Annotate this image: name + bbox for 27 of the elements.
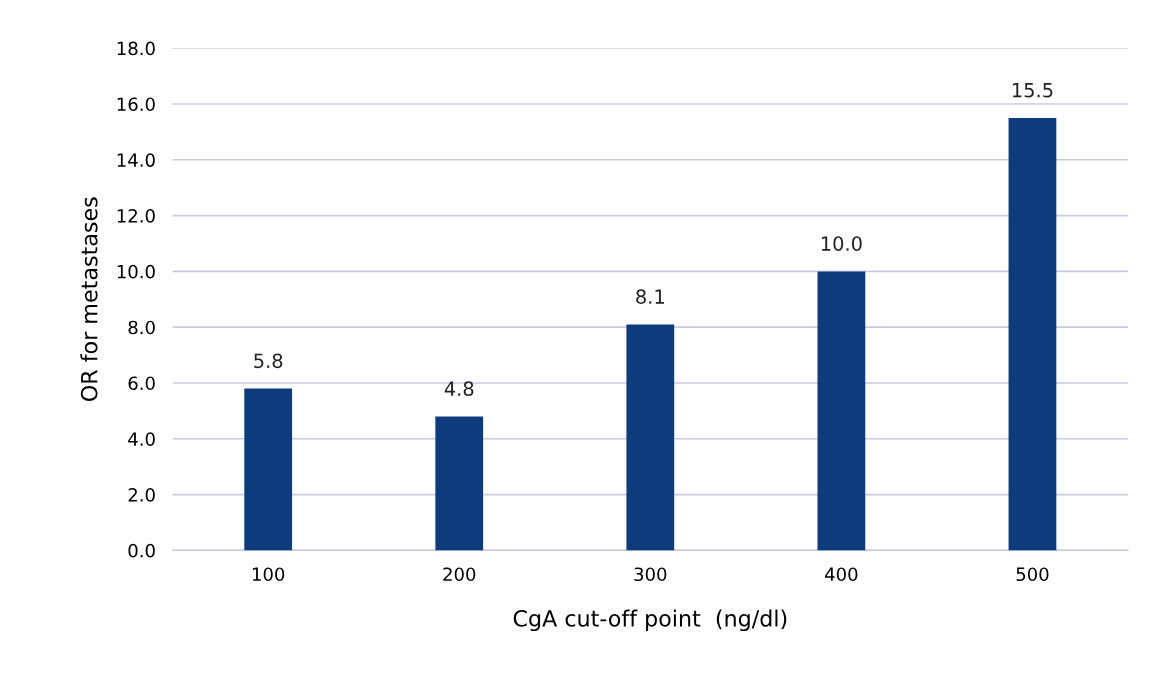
y-tick-label: 10.0 [117,264,155,279]
y-tick-label: 4.0 [128,432,155,446]
bar [817,271,866,551]
x-axis-title: CgA cut-off point (ng/dl) [513,609,787,632]
x-tick-label: 500 [1016,567,1049,582]
y-tick-label: 14.0 [117,153,155,167]
data-label: 4.8 [444,381,474,397]
data-label: 10.0 [821,236,862,251]
x-tick-label: 100 [252,567,285,582]
y-tick-label: 0.0 [128,543,155,558]
bar [1008,117,1057,551]
bar [626,324,675,551]
data-label: 15.5 [1012,83,1053,98]
y-tick-label: 12.0 [117,209,155,223]
y-tick-label: 8.0 [128,320,155,335]
x-tick-label: 300 [634,567,667,582]
y-tick-label: 2.0 [128,488,155,502]
y-tick-label: 18.0 [117,41,155,56]
x-tick-label: 400 [825,567,858,582]
x-tick-label: 200 [443,567,476,582]
data-label: 8.1 [636,289,664,304]
y-axis-title: OR for metastases [80,197,98,402]
bar [244,388,293,551]
bar [435,416,484,551]
y-tick-label: 16.0 [117,97,155,112]
data-label: 5.8 [254,353,283,369]
y-tick-label: 6.0 [128,376,155,391]
